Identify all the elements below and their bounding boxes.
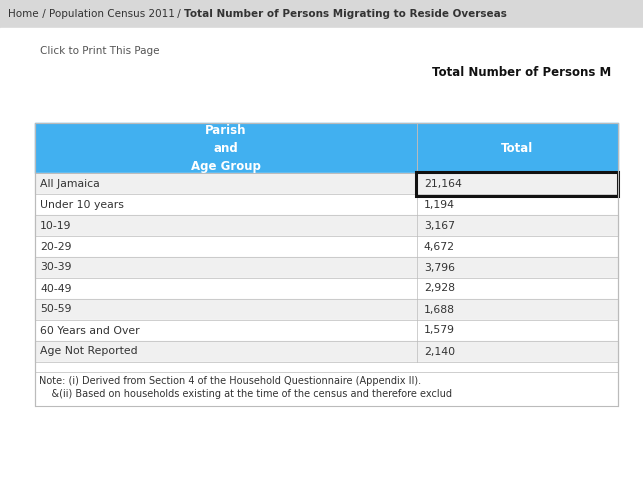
Text: 50-59: 50-59	[40, 304, 71, 315]
Text: /: /	[174, 9, 185, 19]
Text: Age Not Reported: Age Not Reported	[40, 347, 138, 357]
Bar	[35, 257, 417, 278]
Text: All Jamaica: All Jamaica	[40, 178, 100, 188]
Text: 40-49: 40-49	[40, 283, 71, 293]
Text: Total Number of Persons Migrating to Reside Overseas: Total Number of Persons Migrating to Res…	[185, 9, 507, 19]
Bar	[35, 215, 417, 236]
Text: 30-39: 30-39	[40, 262, 71, 272]
Text: 2,140: 2,140	[424, 347, 455, 357]
Text: 20-29: 20-29	[40, 241, 71, 251]
Text: 10-19: 10-19	[40, 220, 71, 230]
Text: 2,928: 2,928	[424, 283, 455, 293]
Bar	[417, 278, 618, 299]
Bar	[35, 194, 417, 215]
Text: 4,672: 4,672	[424, 241, 455, 251]
Bar	[35, 173, 417, 194]
Text: Home: Home	[8, 9, 39, 19]
Bar	[35, 362, 618, 372]
Bar	[35, 299, 417, 320]
Text: 3,167: 3,167	[424, 220, 455, 230]
Bar	[35, 123, 618, 406]
Text: Total Number of Persons M: Total Number of Persons M	[432, 66, 611, 79]
Text: 1,688: 1,688	[424, 304, 455, 315]
Text: Population Census 2011: Population Census 2011	[49, 9, 174, 19]
Bar	[416, 172, 618, 196]
Text: 1,194: 1,194	[424, 199, 455, 209]
Bar	[417, 215, 618, 236]
Text: 21,164: 21,164	[424, 178, 462, 188]
Bar	[417, 299, 618, 320]
Bar	[417, 320, 618, 341]
Bar	[417, 173, 618, 194]
Bar	[417, 341, 618, 362]
Text: 1,579: 1,579	[424, 326, 455, 336]
Bar	[0, 0, 643, 28]
Bar	[35, 123, 618, 173]
Bar	[35, 278, 417, 299]
Bar	[35, 372, 618, 406]
Text: Note: (i) Derived from Section 4 of the Household Questionnaire (Appendix II).: Note: (i) Derived from Section 4 of the …	[39, 376, 421, 386]
Bar	[35, 236, 417, 257]
Text: &(ii) Based on households existing at the time of the census and therefore exclu: &(ii) Based on households existing at th…	[39, 389, 452, 399]
Text: Total: Total	[502, 141, 534, 154]
Text: 60 Years and Over: 60 Years and Over	[40, 326, 140, 336]
Bar	[417, 257, 618, 278]
Text: /: /	[39, 9, 49, 19]
Text: 3,796: 3,796	[424, 262, 455, 272]
Bar	[35, 341, 417, 362]
Text: Click to Print This Page: Click to Print This Page	[40, 46, 159, 56]
Text: Under 10 years: Under 10 years	[40, 199, 124, 209]
Bar	[35, 320, 417, 341]
Text: Parish
and
Age Group: Parish and Age Group	[191, 123, 261, 173]
Bar	[417, 236, 618, 257]
Bar	[417, 194, 618, 215]
